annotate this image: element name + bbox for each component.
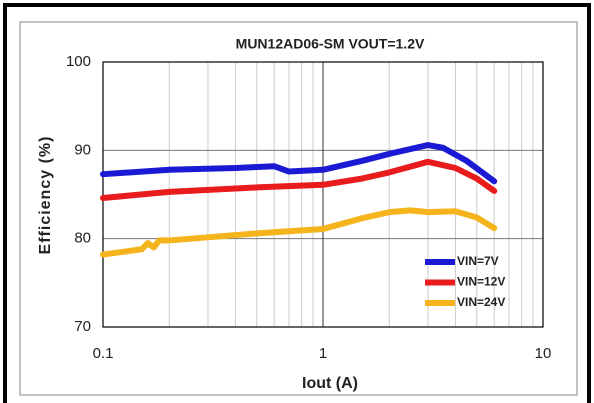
y-tick-label: 100 [66,53,91,70]
inner-frame [19,21,578,396]
y-axis-label: Efficiency (%) [37,136,54,255]
legend-label: VIN=7V [457,254,499,268]
series-line [100,142,498,185]
plot-border [102,61,544,328]
chart-title: MUN12AD06-SM VOUT=1.2V [236,36,425,52]
legend-label: VIN=24V [457,295,505,309]
x-tick-label: 0.1 [93,345,114,362]
y-tick-label: 70 [74,318,91,335]
series-line [100,207,498,258]
x-axis-label: Iout (A) [302,375,358,392]
legend-label: VIN=12V [457,275,505,289]
y-tick-label: 90 [74,141,91,158]
series-line [100,158,498,202]
y-tick-label: 80 [74,230,91,247]
x-tick-label: 10 [535,345,552,362]
x-tick-label: 1 [319,345,327,362]
